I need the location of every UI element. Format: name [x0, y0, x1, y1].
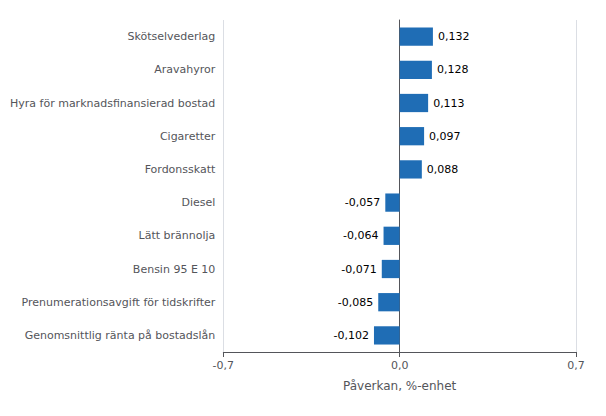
svg-text:-0,057: -0,057	[345, 196, 380, 209]
svg-text:0,132: 0,132	[438, 30, 470, 43]
svg-text:Bensin 95 E 10: Bensin 95 E 10	[133, 263, 215, 276]
svg-text:Prenumerationsavgift för tidsk: Prenumerationsavgift för tidskrifter	[22, 296, 216, 309]
svg-text:Lätt brännolja: Lätt brännolja	[139, 229, 216, 242]
svg-text:0,097: 0,097	[429, 130, 461, 143]
svg-text:0,7: 0,7	[567, 359, 585, 372]
svg-text:Genomsnittlig ränta på bostads: Genomsnittlig ränta på bostadslån	[25, 329, 216, 342]
svg-text:0,088: 0,088	[427, 163, 459, 176]
svg-text:Påverkan, %-enhet: Påverkan, %-enhet	[343, 379, 457, 393]
svg-text:0,113: 0,113	[433, 97, 465, 110]
svg-text:-0,102: -0,102	[333, 329, 368, 342]
svg-text:Diesel: Diesel	[181, 196, 215, 209]
svg-text:-0,7: -0,7	[213, 359, 234, 372]
svg-text:Fordonsskatt: Fordonsskatt	[145, 163, 216, 176]
svg-text:Aravahyror: Aravahyror	[154, 63, 216, 76]
svg-text:-0,064: -0,064	[343, 229, 378, 242]
svg-text:Skötselvederlag: Skötselvederlag	[127, 30, 215, 43]
svg-text:Hyra för marknadsfinansierad b: Hyra för marknadsfinansierad bostad	[10, 97, 215, 110]
svg-text:Cigaretter: Cigaretter	[160, 130, 216, 143]
svg-text:0,128: 0,128	[437, 63, 469, 76]
svg-text:-0,071: -0,071	[341, 263, 376, 276]
svg-text:0,0: 0,0	[391, 359, 409, 372]
svg-text:-0,085: -0,085	[338, 296, 373, 309]
